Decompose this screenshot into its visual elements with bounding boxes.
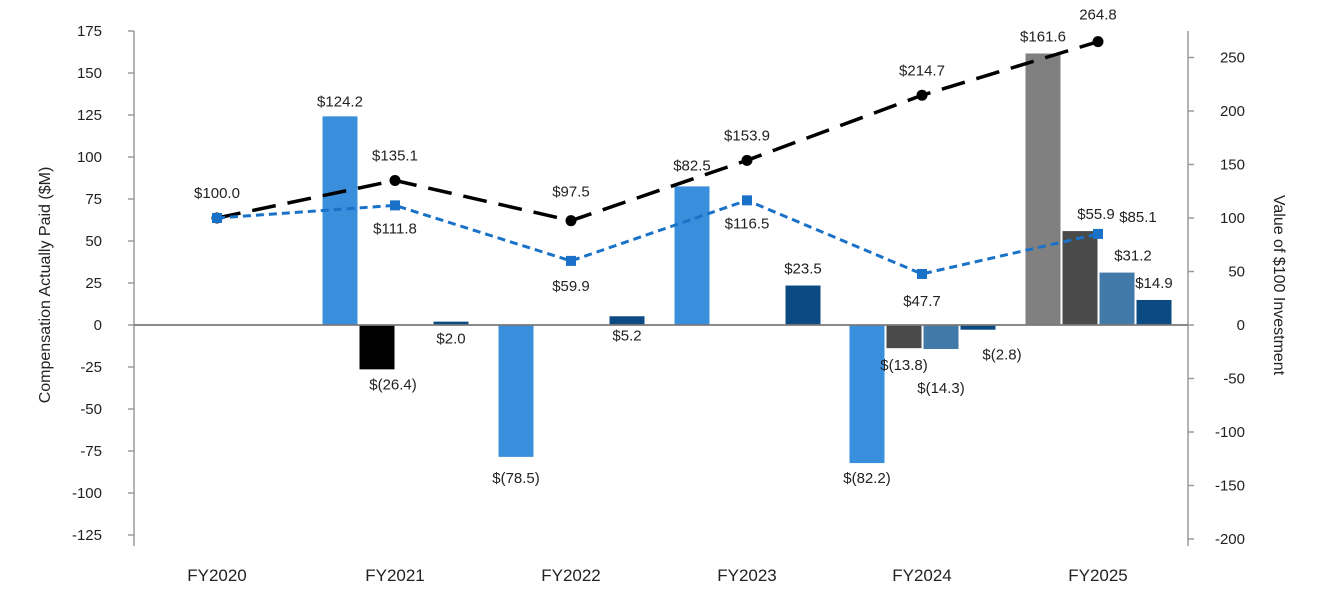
left-tick-label: 100 [77, 149, 102, 166]
bar-data-label: $(82.2) [843, 470, 891, 487]
line-point-circle [565, 215, 577, 227]
line-point-circle [916, 89, 928, 101]
bar-data-label: $124.2 [317, 93, 363, 110]
bar-fy2023-0 [674, 186, 710, 325]
bar-fy2022-3 [609, 316, 645, 325]
right-axis-title: Value of $100 Investment [1270, 195, 1287, 376]
right-tick-label: 0 [1237, 317, 1245, 334]
left-tick-label: -100 [72, 485, 102, 502]
bar-fy2022-0 [498, 325, 534, 457]
bar-fy2025-3 [1136, 299, 1172, 325]
right-tick-label: 100 [1220, 210, 1245, 227]
left-tick-label: 50 [85, 233, 102, 250]
line-data-label: $47.7 [903, 293, 941, 310]
bar-fy2024-0 [849, 325, 885, 464]
bar-data-label: $31.2 [1114, 248, 1152, 265]
line-point-circle [1092, 36, 1104, 48]
right-tick-label: 50 [1228, 264, 1245, 281]
line-point-square [1093, 228, 1103, 239]
line-point-square [742, 195, 752, 206]
bar-fy2021-1 [359, 325, 395, 370]
left-tick-label: 25 [85, 275, 102, 292]
left-tick-label: -25 [80, 359, 102, 376]
bar-data-label: $5.2 [612, 327, 641, 344]
line-data-label: $85.1 [1119, 209, 1157, 226]
line-data-label: $97.5 [552, 184, 590, 201]
line-point-square [917, 268, 927, 279]
line-data-label: $111.8 [373, 220, 417, 237]
bar-fy2024-3 [960, 325, 996, 330]
right-tick-label: -100 [1215, 424, 1245, 441]
bar-data-label: $(2.8) [982, 347, 1021, 364]
line-data-label: $135.1 [372, 147, 418, 164]
category-label: FY2020 [187, 566, 247, 585]
bar-fy2025-1 [1062, 231, 1098, 325]
category-label: FY2025 [1068, 566, 1128, 585]
right-tick-label: 250 [1220, 50, 1245, 67]
line-point-square [212, 213, 222, 223]
left-tick-label: -125 [72, 527, 102, 544]
bar-data-label: $(14.3) [917, 380, 965, 397]
line-company-tsr [216, 39, 1099, 223]
line-point-circle [741, 154, 753, 166]
bar-data-label: $82.5 [673, 157, 711, 174]
right-tick-label: -200 [1215, 531, 1245, 548]
category-label: FY2024 [892, 566, 952, 585]
bar-data-label: $(13.8) [880, 357, 928, 374]
category-label: FY2022 [541, 566, 601, 585]
bar-data-label: $(26.4) [369, 376, 417, 393]
line-point-circle [389, 174, 401, 186]
line-data-label: $59.9 [552, 278, 590, 295]
right-tick-label: -50 [1223, 371, 1245, 388]
line-data-label: $153.9 [724, 127, 770, 144]
bar-data-label: $23.5 [784, 261, 822, 278]
bar-data-label: $14.9 [1135, 275, 1173, 292]
bar-fy2023-3 [785, 285, 821, 325]
line-point-square [566, 255, 576, 266]
right-tick-label: -150 [1215, 478, 1245, 495]
bar-fy2021-0 [322, 116, 358, 326]
left-tick-label: -75 [80, 443, 102, 460]
line-point-square [390, 200, 400, 211]
bar-data-label: $(78.5) [492, 470, 540, 487]
left-tick-label: 125 [77, 107, 102, 124]
right-tick-label: 150 [1220, 157, 1245, 174]
left-tick-label: -50 [80, 401, 102, 418]
bar-fy2025-2 [1099, 272, 1135, 325]
bar-fy2025-0 [1025, 53, 1061, 326]
category-label: FY2021 [365, 566, 425, 585]
line-data-label: $214.7 [899, 62, 945, 79]
right-tick-label: 200 [1220, 103, 1245, 120]
bar-fy2024-2 [923, 325, 959, 350]
left-tick-label: 0 [94, 317, 102, 334]
line-data-label: 264.8 [1079, 7, 1117, 24]
line-data-label: $116.5 [725, 215, 770, 232]
bar-fy2024-1 [886, 325, 922, 349]
left-tick-label: 150 [77, 65, 102, 82]
left-axis-title: Compensation Actually Paid ($M) [37, 167, 54, 404]
bar-data-label: $2.0 [436, 331, 465, 348]
bar-data-label: $161.6 [1020, 29, 1066, 46]
left-tick-label: 75 [85, 191, 102, 208]
line-data-label: $100.0 [194, 185, 240, 202]
left-tick-label: 175 [77, 23, 102, 40]
bar-data-label: $55.9 [1077, 206, 1115, 223]
line-peer-group-tsr [216, 198, 1099, 276]
bar-fy2021-3 [433, 321, 469, 325]
category-label: FY2023 [717, 566, 777, 585]
